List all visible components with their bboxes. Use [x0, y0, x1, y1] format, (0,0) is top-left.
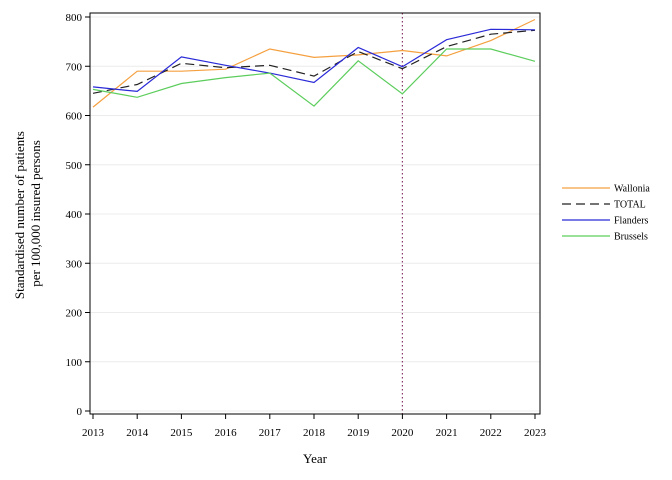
x-tick-label: 2019 [347, 427, 370, 439]
legend-label-flanders: Flanders [614, 216, 649, 227]
legend-label-wallonia: Wallonia [614, 184, 650, 195]
x-tick-label: 2017 [259, 427, 282, 439]
x-tick-label: 2020 [391, 427, 414, 439]
x-tick-label: 2023 [524, 427, 547, 439]
y-axis-title-line-2: per 100,000 insured persons [28, 140, 43, 287]
series-line-wallonia [92, 18, 536, 108]
gridlines [90, 16, 540, 412]
y-tick-label: 0 [77, 406, 83, 418]
series-group [92, 18, 536, 108]
x-tick-label: 2014 [126, 427, 149, 439]
y-tick-label: 500 [66, 160, 83, 172]
y-tick-label: 400 [66, 209, 83, 221]
y-tick-label: 700 [66, 61, 83, 73]
y-axis-ticks: 0 100 200 300 400 500 600 700 800 [66, 12, 90, 418]
series-line-total [92, 29, 536, 94]
y-tick-label: 800 [66, 12, 83, 24]
legend: Wallonia TOTAL Flanders Brussels [562, 184, 650, 243]
x-tick-label: 2022 [480, 427, 502, 439]
y-tick-label: 300 [66, 258, 83, 270]
x-tick-label: 2015 [170, 427, 193, 439]
x-tick-label: 2013 [82, 427, 105, 439]
x-axis-ticks: 2013 2014 2015 2016 2017 2018 2019 2020 2021 2022… [82, 414, 547, 439]
y-axis-title: Standardised number of patients per 100,… [12, 128, 43, 299]
x-tick-label: 2021 [436, 427, 458, 439]
y-tick-label: 200 [66, 308, 83, 320]
series-line-brussels [92, 48, 536, 107]
y-tick-label: 600 [66, 111, 83, 123]
y-axis-title-line-1: Standardised number of patients [12, 131, 27, 299]
legend-label-total: TOTAL [614, 200, 646, 211]
x-tick-label: 2018 [303, 427, 326, 439]
legend-label-brussels: Brussels [614, 232, 648, 243]
y-tick-label: 100 [66, 357, 83, 369]
x-axis-title: Year [303, 451, 328, 466]
x-tick-label: 2016 [215, 427, 238, 439]
series-line-flanders [92, 28, 536, 93]
